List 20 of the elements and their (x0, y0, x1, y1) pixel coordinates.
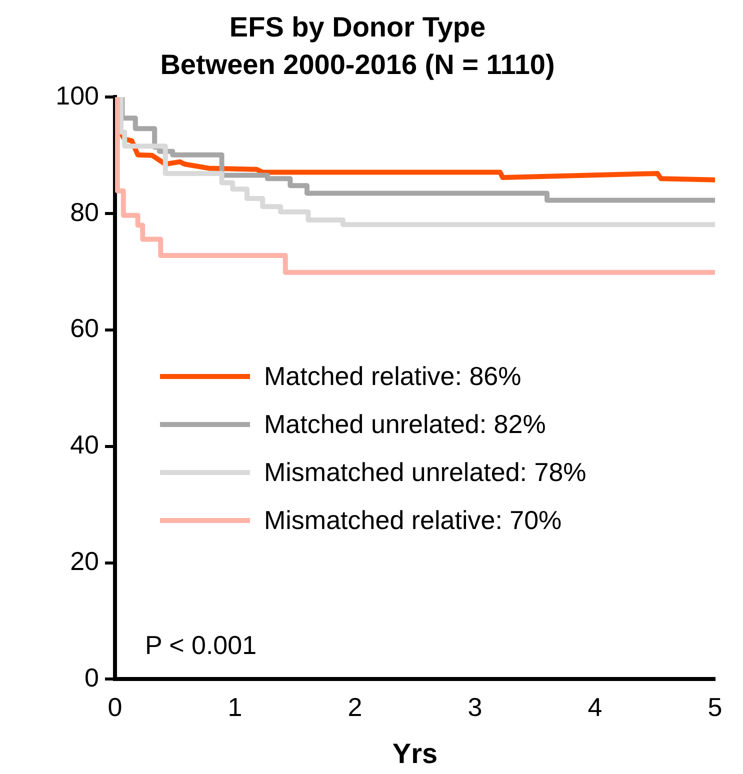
chart-title: EFS by Donor Type (229, 12, 486, 43)
x-tick-label: 2 (348, 692, 362, 722)
annotation: P < 0.001 (145, 630, 257, 660)
x-tick-label: 0 (108, 692, 122, 722)
x-axis-title: Yrs (392, 738, 438, 769)
y-tick-label: 20 (70, 546, 99, 576)
y-tick-label: 80 (70, 196, 99, 227)
x-tick-label: 4 (588, 692, 602, 722)
legend-label: Mismatched relative: 70% (264, 504, 562, 536)
y-tick-label: 0 (84, 662, 99, 692)
y-tick-label: 40 (70, 430, 99, 460)
chart-subtitle: Between 2000-2016 (N = 1110) (160, 49, 555, 80)
legend-label: Mismatched unrelated: 78% (264, 456, 586, 488)
y-tick-label: 60 (70, 313, 99, 344)
legend-label: Matched unrelated: 82% (264, 408, 546, 440)
x-tick-label: 1 (228, 692, 242, 722)
legend-label: Matched relative: 86% (264, 360, 522, 392)
x-tick-label: 3 (468, 692, 482, 722)
y-tick-label: 100 (56, 80, 99, 110)
x-tick-label: 5 (708, 692, 722, 722)
